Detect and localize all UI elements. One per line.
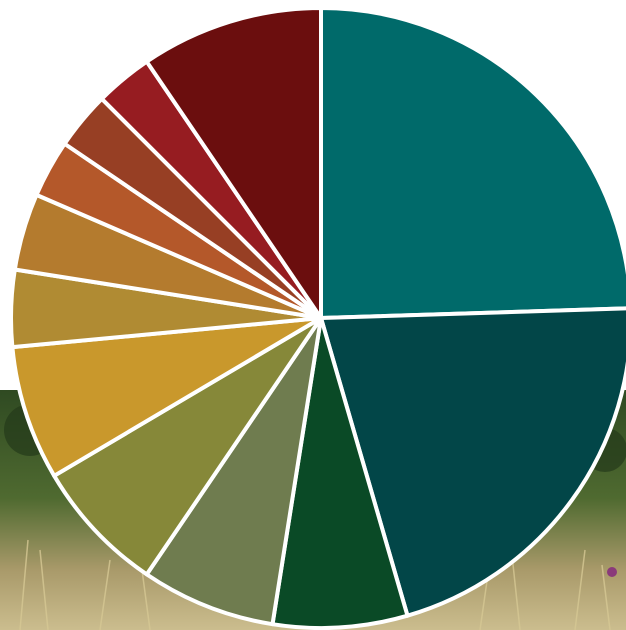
pie-slice-12 [144, 6, 323, 320]
pie-slice-3 [270, 316, 410, 630]
pie-slice-1 [319, 6, 626, 320]
pie-slice-6 [10, 316, 323, 478]
pie-slices [9, 6, 626, 630]
pie-slice-2 [319, 306, 626, 618]
pie-slice-5 [52, 316, 323, 577]
pie-slice-4 [144, 316, 323, 627]
